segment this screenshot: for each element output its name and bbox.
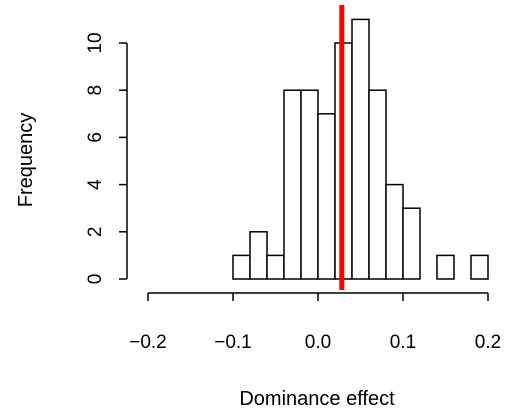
histogram-bar [351, 18, 370, 280]
histogram-bars [232, 18, 489, 280]
histogram-bar [266, 254, 285, 280]
x-tick-label: 0.2 [475, 332, 501, 353]
histogram-bar [232, 254, 251, 280]
x-tick-label: −0.1 [214, 332, 252, 353]
y-tick-label: 4 [85, 179, 106, 190]
y-tick-label: 0 [85, 274, 106, 285]
y-tick-label: 10 [85, 32, 106, 53]
y-tick-label: 8 [85, 85, 106, 96]
histogram-bar [385, 183, 404, 280]
x-tick-label: 0.0 [305, 332, 331, 353]
histogram-bar [300, 89, 319, 280]
histogram-bar [283, 89, 302, 280]
histogram-bar [436, 254, 455, 280]
y-axis-title: Frequency [15, 113, 37, 208]
histogram-bar [402, 207, 421, 280]
x-axis-title: Dominance effect [239, 388, 395, 410]
histogram-bar [368, 89, 387, 280]
y-axis: 0 2 4 6 8 10 [85, 32, 128, 285]
histogram-bar [470, 254, 489, 280]
histogram-bar [317, 113, 336, 280]
x-tick-label: 0.1 [390, 332, 416, 353]
histogram-bar [249, 231, 268, 280]
y-tick-label: 2 [85, 227, 106, 238]
x-axis: −0.2 −0.1 0.0 0.1 0.2 [129, 292, 501, 353]
x-tick-label: −0.2 [129, 332, 167, 353]
y-tick-label: 6 [85, 132, 106, 143]
